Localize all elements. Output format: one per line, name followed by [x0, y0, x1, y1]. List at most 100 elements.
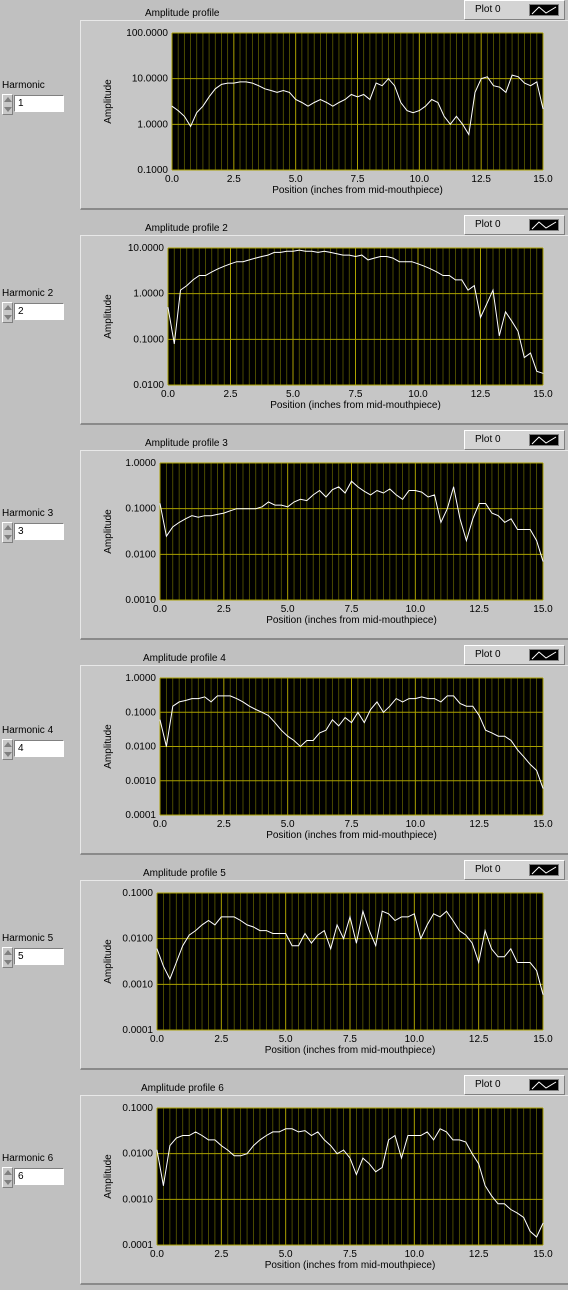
data-point [220, 1145, 222, 1147]
plot-legend[interactable]: Plot 0 [464, 0, 565, 20]
data-point [344, 492, 346, 494]
decrement-arrow-icon[interactable] [4, 107, 12, 112]
data-point [272, 933, 274, 934]
data-point [361, 254, 363, 256]
increment-arrow-icon[interactable] [4, 950, 12, 955]
plot-legend[interactable]: Plot 0 [464, 645, 565, 665]
harmonic-increment-decrement[interactable] [2, 739, 13, 760]
x-tick-label: 10.0 [406, 604, 426, 615]
data-point [389, 705, 391, 707]
data-point [264, 88, 266, 90]
harmonic-number-input[interactable]: 4 [14, 740, 64, 757]
harmonic-increment-decrement[interactable] [2, 947, 13, 968]
data-point [350, 94, 352, 95]
data-point [280, 729, 282, 731]
x-tick-label: 0.0 [150, 1034, 164, 1045]
harmonic-number-input[interactable]: 5 [14, 948, 64, 965]
harmonic-control-label: Harmonic 6 [2, 1153, 54, 1164]
data-point [497, 1203, 499, 1205]
data-point [491, 1195, 492, 1197]
x-tick-label: 15.0 [533, 1034, 553, 1045]
plot-legend[interactable]: Plot 0 [464, 860, 565, 880]
increment-arrow-icon[interactable] [4, 305, 12, 310]
data-point [293, 501, 295, 503]
x-tick-label: 5.0 [289, 174, 303, 185]
increment-arrow-icon[interactable] [4, 525, 12, 530]
data-point [412, 112, 414, 114]
increment-arrow-icon[interactable] [4, 97, 12, 102]
data-point [291, 945, 293, 947]
decrement-arrow-icon[interactable] [4, 752, 12, 757]
decrement-arrow-icon[interactable] [4, 315, 12, 320]
data-point [491, 948, 492, 950]
data-point [493, 85, 494, 87]
data-point [478, 1163, 480, 1165]
data-point [276, 92, 278, 93]
harmonic-number-input[interactable]: 1 [14, 95, 64, 112]
legend-line-icon [529, 219, 559, 231]
data-point [536, 1236, 537, 1238]
data-point [497, 735, 499, 737]
harmonic-increment-decrement[interactable] [2, 1167, 13, 1188]
data-point [236, 508, 238, 510]
decrement-arrow-icon[interactable] [4, 960, 12, 965]
decrement-arrow-icon[interactable] [4, 1180, 12, 1185]
y-tick-label: 0.0100 [125, 549, 156, 560]
data-point [516, 1212, 518, 1214]
x-tick-label: 2.5 [214, 1249, 228, 1260]
data-point [426, 1131, 428, 1133]
data-point [386, 256, 388, 257]
plot-legend[interactable]: Plot 0 [464, 215, 565, 235]
harmonic-increment-decrement[interactable] [2, 522, 13, 543]
harmonic-number-input[interactable]: 2 [14, 303, 64, 320]
data-point [201, 924, 203, 926]
data-point [430, 268, 431, 270]
harmonic-number-input[interactable]: 6 [14, 1168, 64, 1185]
data-point [458, 1139, 460, 1141]
y-axis-title: Amplitude [103, 1154, 114, 1199]
data-point [504, 956, 505, 958]
data-point [356, 942, 357, 944]
data-point [433, 913, 435, 915]
data-point [286, 250, 288, 252]
data-point [446, 910, 447, 912]
increment-arrow-icon[interactable] [4, 1170, 12, 1175]
data-point [236, 261, 238, 263]
data-point [317, 934, 319, 936]
graph-title: Amplitude profile 4 [143, 653, 226, 664]
data-point [325, 496, 327, 498]
harmonic-increment-decrement[interactable] [2, 302, 13, 323]
data-point [485, 729, 486, 731]
decrement-arrow-icon[interactable] [4, 535, 12, 540]
harmonic-number-input[interactable]: 3 [14, 523, 64, 540]
data-point [183, 115, 185, 117]
data-point [425, 105, 426, 107]
plot-legend[interactable]: Plot 0 [464, 430, 565, 450]
data-point [344, 717, 346, 718]
data-point [505, 311, 506, 313]
x-axis-title: Position (inches from mid-mouthpiece) [270, 400, 441, 411]
data-point [407, 1135, 409, 1136]
data-point [217, 695, 218, 697]
data-point [214, 1139, 216, 1141]
data-point [312, 740, 314, 741]
increment-arrow-icon[interactable] [4, 742, 12, 747]
data-point [517, 76, 519, 78]
data-point [536, 770, 538, 771]
graph-title: Amplitude profile 2 [145, 223, 228, 234]
harmonic-panel-3: Harmonic 3 3 Amplitude profile 3 Plot 0 1.00… [0, 430, 568, 645]
data-point [376, 701, 378, 703]
data-point [530, 85, 532, 87]
data-point [205, 275, 206, 276]
harmonic-increment-decrement[interactable] [2, 94, 13, 115]
data-point [375, 82, 377, 84]
plot-legend[interactable]: Plot 0 [464, 1075, 565, 1095]
data-point [240, 920, 242, 921]
data-point [517, 749, 518, 751]
data-point [536, 81, 538, 83]
data-point [523, 756, 525, 758]
data-point [323, 250, 325, 252]
data-point [408, 698, 410, 700]
data-point [542, 372, 544, 374]
